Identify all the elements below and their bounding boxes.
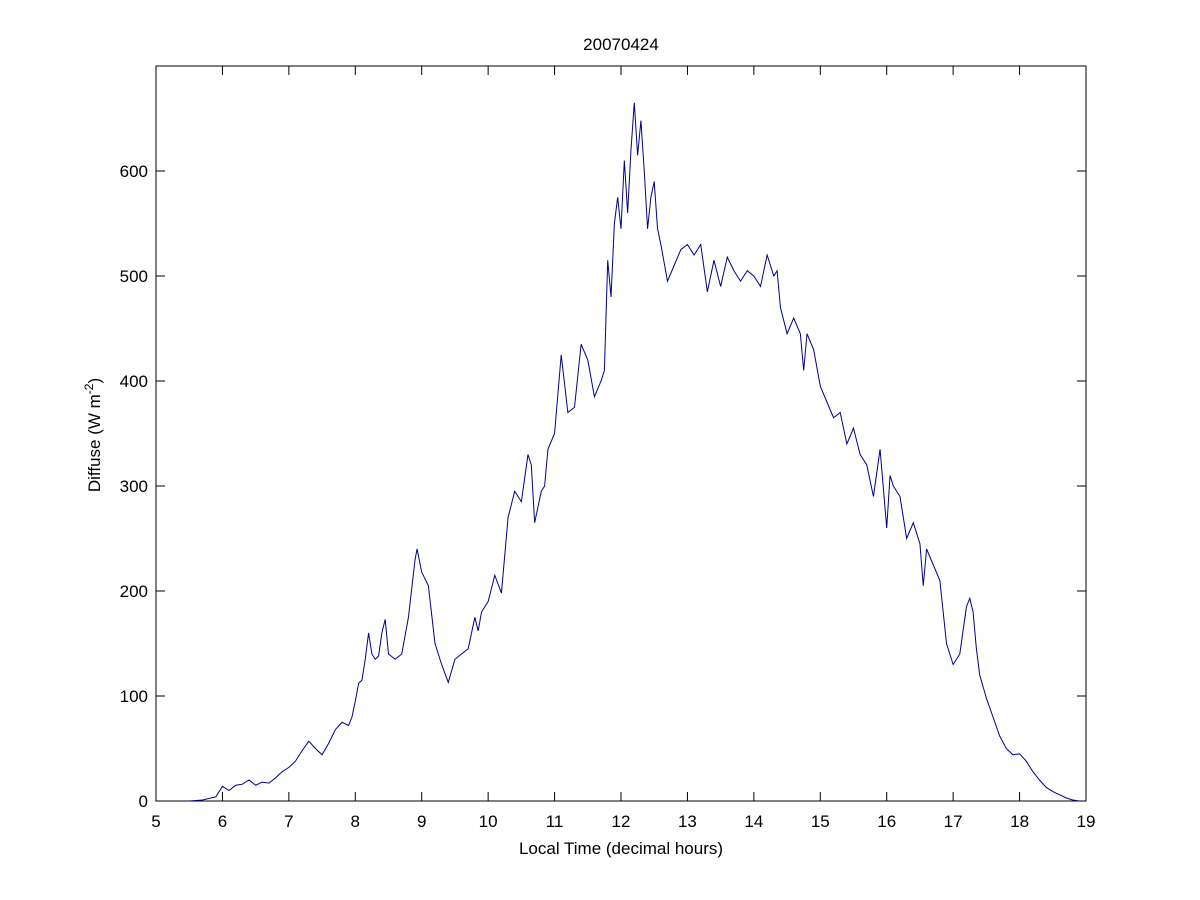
x-tick-label: 9: [417, 812, 426, 831]
x-tick-label: 5: [151, 812, 160, 831]
x-tick-label: 11: [546, 812, 564, 831]
y-tick-label: 300: [120, 477, 148, 496]
x-tick-label: 16: [877, 812, 896, 831]
x-tick-label: 19: [1077, 812, 1096, 831]
x-tick-label: 7: [284, 812, 293, 831]
x-tick-label: 10: [479, 812, 498, 831]
y-tick-label: 500: [120, 267, 148, 286]
y-axis-label: Diffuse (W m-2): [82, 378, 104, 492]
x-tick-label: 8: [351, 812, 360, 831]
x-tick-label: 6: [218, 812, 227, 831]
x-tick-label: 15: [811, 812, 830, 831]
y-axis-label-superscript: -2: [82, 383, 96, 394]
y-tick-label: 400: [120, 372, 148, 391]
x-tick-label: 14: [744, 812, 763, 831]
data-line: [189, 102, 1080, 802]
y-tick-label: 200: [120, 582, 148, 601]
y-tick-label: 100: [120, 687, 148, 706]
x-axis-label: Local Time (decimal hours): [519, 839, 723, 858]
x-tick-label: 13: [678, 812, 697, 831]
x-tick-label: 12: [612, 812, 631, 831]
y-axis-label-suffix: ): [85, 378, 104, 384]
y-axis-label-text: Diffuse (W m: [85, 394, 104, 492]
x-tick-label: 18: [1010, 812, 1029, 831]
y-tick-label: 0: [139, 792, 148, 811]
y-tick-label: 600: [120, 162, 148, 181]
x-tick-label: 17: [944, 812, 963, 831]
chart-title: 20070424: [583, 35, 659, 54]
